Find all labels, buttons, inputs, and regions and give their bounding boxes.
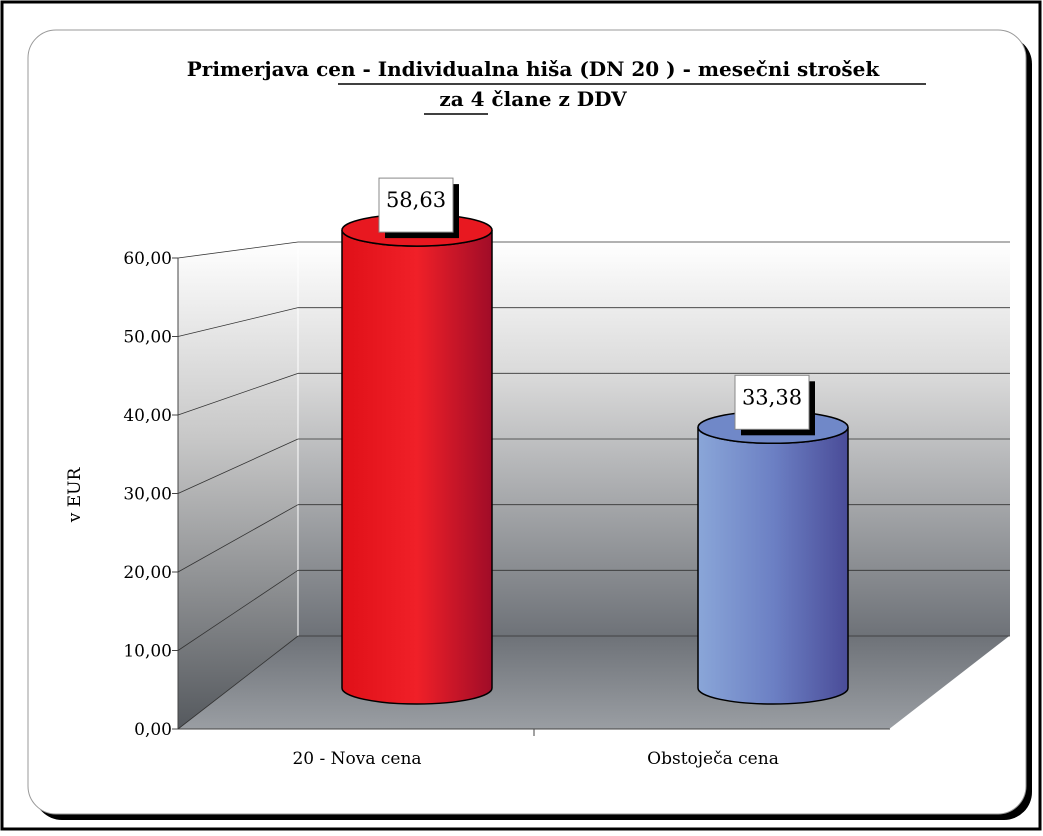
- grid-line: [177, 635, 299, 730]
- x-tick-label: Obstoječa cena: [647, 749, 779, 769]
- data-label-box: [378, 177, 454, 233]
- grid-line: [177, 438, 299, 494]
- chart-title: Primerjava cen - Individualna hiša (DN 2…: [187, 57, 881, 81]
- bar: [697, 427, 849, 705]
- grid-line: [177, 307, 299, 337]
- y-tick-label: 10,00: [123, 642, 172, 662]
- y-axis-label: v EUR: [65, 467, 85, 524]
- y-tick-label: 40,00: [123, 406, 172, 426]
- grid-line: [177, 241, 299, 259]
- grid-line: [177, 570, 299, 651]
- data-label: 58,63: [386, 188, 446, 212]
- side-wall: [178, 242, 298, 729]
- y-tick-label: 20,00: [123, 563, 172, 583]
- y-tick-label: 0,00: [134, 720, 172, 740]
- grid-line: [177, 372, 299, 416]
- floor: [178, 636, 1010, 729]
- x-tick-label: 20 - Nova cena: [292, 749, 421, 769]
- data-label-box: [734, 374, 810, 430]
- plot-area: [177, 241, 1011, 736]
- y-tick-label: 60,00: [123, 249, 172, 269]
- floor-edge: [889, 635, 1011, 730]
- chart-title: za 4 člane z DDV: [439, 87, 627, 111]
- y-tick-label: 50,00: [123, 328, 172, 348]
- y-tick-label: 30,00: [123, 485, 172, 505]
- grid-line: [177, 504, 299, 573]
- data-label: 33,38: [742, 385, 802, 409]
- bar: [341, 229, 493, 705]
